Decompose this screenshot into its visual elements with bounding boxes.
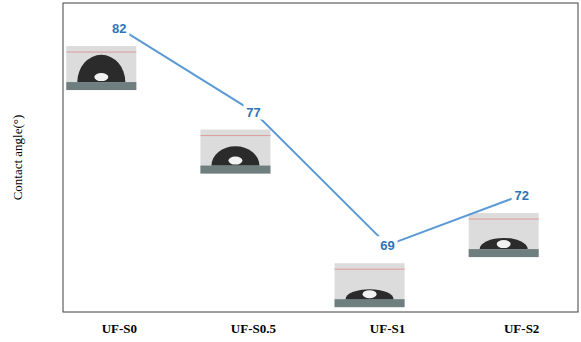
x-tick-label: UF-S0.5: [231, 321, 277, 336]
inset-highlight: [497, 240, 511, 248]
label-patch: [109, 19, 129, 36]
inset-bg: [469, 213, 539, 257]
inset-base: [469, 249, 539, 257]
inset-base: [335, 299, 405, 307]
inset-highlight: [228, 157, 242, 165]
droplet-inset: [66, 46, 136, 90]
inset-bg: [335, 263, 405, 307]
droplet-inset: [200, 130, 270, 174]
inset-drop: [211, 146, 259, 165]
data-label: 72: [514, 188, 528, 203]
series-line: [119, 28, 521, 245]
data-label: 69: [380, 238, 394, 253]
droplet-inset: [469, 213, 539, 257]
series-group: [119, 28, 521, 245]
inset-drop: [346, 289, 394, 299]
inset-drop: [480, 238, 528, 249]
x-tick-label: UF-S0: [102, 321, 137, 336]
inset-line: [335, 269, 405, 270]
inset-line: [200, 135, 270, 136]
plot-frame: [63, 3, 578, 312]
inset-bg: [66, 46, 136, 90]
inset-base: [200, 166, 270, 174]
data-label: 82: [112, 21, 126, 36]
label-patch: [378, 236, 398, 253]
inset-drop: [77, 55, 125, 82]
inset-bg: [200, 130, 270, 174]
label-patch: [243, 103, 263, 120]
inset-line: [469, 219, 539, 220]
inset-highlight: [94, 73, 108, 81]
x-tick-label: UF-S2: [504, 321, 539, 336]
inset-base: [66, 82, 136, 90]
y-axis-title: Contact angle(°): [10, 115, 25, 201]
chart-root: 82 77 69 72 UF-S0 UF-S0.5 UF-S1 UF-S2 Contact an…: [0, 0, 581, 342]
droplet-inset: [335, 263, 405, 307]
label-patch: [512, 186, 532, 203]
inset-highlight: [363, 290, 377, 298]
inset-line: [66, 52, 136, 53]
x-tick-label: UF-S1: [370, 321, 405, 336]
data-label: 77: [246, 105, 260, 120]
